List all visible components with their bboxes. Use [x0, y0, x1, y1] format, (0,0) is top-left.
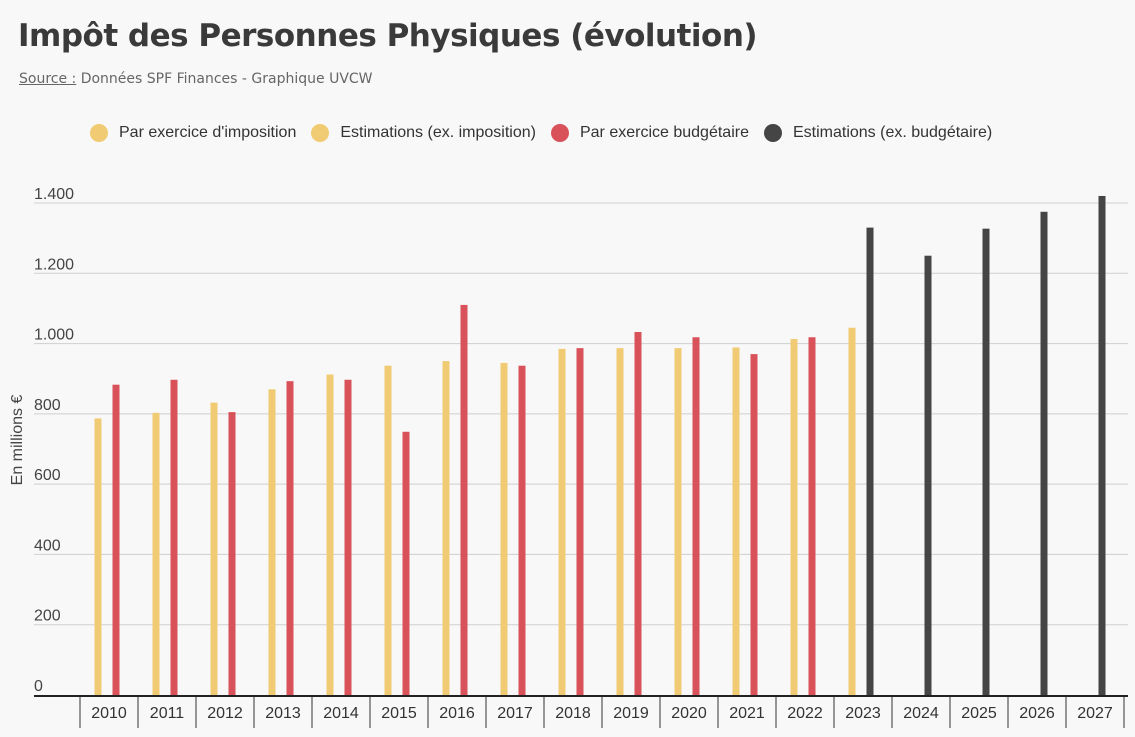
legend: Par exercice d'imposition Estimations (e… — [90, 124, 1007, 142]
bar-budgetaire — [692, 337, 700, 695]
legend-label: Estimations (ex. budgétaire) — [792, 124, 993, 141]
bar-budgetaire — [634, 331, 642, 695]
chart-title: Impôt des Personnes Physiques (évolution… — [18, 18, 758, 54]
y-tick-label: 200 — [34, 608, 61, 625]
bar-imposition — [94, 418, 102, 695]
y-tick-label: 0 — [34, 678, 43, 695]
y-tick-label: 800 — [34, 397, 61, 414]
bar-imposition — [500, 362, 508, 695]
bar-imposition — [558, 348, 566, 695]
y-axis-title: En millions € — [9, 395, 26, 486]
bar-budgetaire — [112, 384, 120, 695]
legend-dot-icon — [763, 124, 782, 142]
x-tick-label: 2026 — [1019, 705, 1055, 722]
bar-budgetaire — [228, 412, 236, 695]
x-tick-label: 2015 — [381, 705, 417, 722]
bar-estimation-budgetaire — [1040, 211, 1048, 696]
bar-budgetaire — [750, 354, 758, 695]
legend-label: Estimations (ex. imposition) — [340, 124, 536, 141]
bar-estimation-budgetaire — [924, 255, 932, 695]
y-tick-label: 400 — [34, 537, 61, 554]
x-tick-label: 2023 — [845, 705, 881, 722]
legend-label: Par exercice budgétaire — [579, 124, 749, 141]
x-tick-label: 2025 — [961, 705, 997, 722]
bar-budgetaire — [460, 304, 468, 695]
y-tick-label: 1.400 — [34, 186, 74, 203]
bar-imposition — [152, 412, 160, 695]
bar-budgetaire — [576, 348, 584, 695]
y-tick-label: 1.000 — [34, 327, 74, 344]
legend-item-imposition[interactable]: Par exercice d'imposition — [90, 124, 296, 142]
x-tick-label: 2021 — [729, 705, 765, 722]
bar-estimation-budgetaire — [982, 228, 990, 695]
axes: 0 200 400 600 800 1.000 1.200 1.400 2010 2011 2012… — [34, 186, 1128, 728]
bar-budgetaire — [402, 431, 410, 695]
bar-budgetaire — [286, 381, 294, 695]
bar-imposition — [616, 348, 624, 695]
x-tick-label: 2019 — [613, 705, 649, 722]
x-tick-label: 2027 — [1077, 705, 1113, 722]
x-tick-label: 2014 — [323, 705, 359, 722]
x-tick-label: 2024 — [903, 705, 939, 722]
bar-imposition — [326, 374, 334, 695]
x-tick-label: 2022 — [787, 705, 823, 722]
legend-label: Par exercice d'imposition — [119, 124, 297, 141]
bar-budgetaire — [170, 379, 178, 695]
bar-imposition — [442, 361, 450, 695]
x-tick-label: 2020 — [671, 705, 707, 722]
bars — [94, 195, 1106, 696]
bar-imposition — [790, 339, 798, 695]
bar-estimation-budgetaire — [1098, 195, 1106, 695]
legend-dot-icon — [550, 124, 569, 142]
x-tick-label: 2012 — [207, 705, 243, 722]
bar-budgetaire — [518, 365, 526, 695]
x-tick-label: 2013 — [265, 705, 301, 722]
legend-item-estimations-imposition[interactable]: Estimations (ex. imposition) — [311, 124, 536, 142]
bar-imposition — [384, 365, 392, 695]
source-note: Source : Données SPF Finances - Graphiqu… — [19, 71, 373, 87]
bar-imposition — [732, 347, 740, 695]
bar-estimation-imposition — [848, 327, 856, 695]
legend-dot-icon — [311, 124, 330, 142]
source-text: Données SPF Finances - Graphique UVCW — [76, 71, 373, 87]
bar-budgetaire — [808, 337, 816, 695]
bar-budgetaire — [344, 379, 352, 695]
bar-imposition — [210, 402, 218, 695]
x-tick-label: 2011 — [150, 705, 185, 722]
y-tick-label: 1.200 — [34, 256, 74, 273]
legend-dot-icon — [90, 124, 108, 142]
x-tick-label: 2016 — [439, 705, 475, 722]
bar-estimation-budgetaire — [866, 227, 874, 695]
bar-imposition — [268, 389, 276, 695]
legend-item-budgetaire[interactable]: Par exercice budgétaire — [550, 124, 749, 142]
bar-imposition — [674, 348, 682, 695]
x-tick-label: 2018 — [555, 705, 591, 722]
x-tick-label: 2017 — [497, 705, 533, 722]
x-tick-label: 2010 — [91, 705, 127, 722]
y-tick-label: 600 — [34, 467, 61, 484]
source-label: Source : — [19, 71, 77, 87]
legend-item-estimations-budgetaire[interactable]: Estimations (ex. budgétaire) — [763, 124, 993, 142]
